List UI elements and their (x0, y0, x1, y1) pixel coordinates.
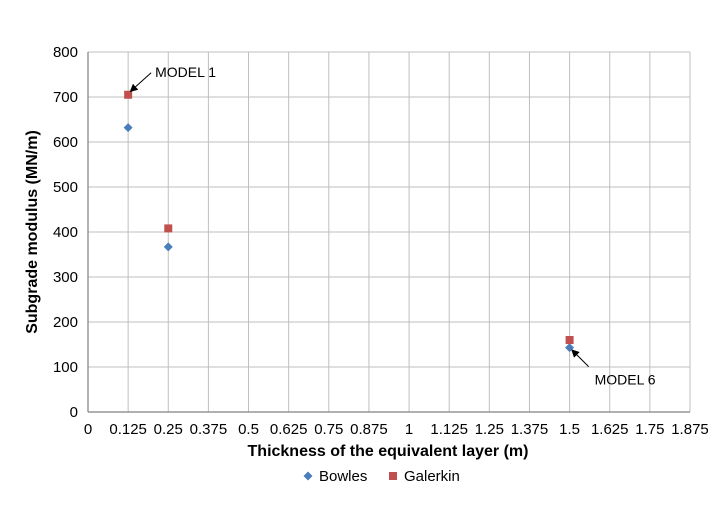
data-points (123, 90, 575, 353)
annotations: MODEL 1 MODEL 6 (129, 64, 656, 388)
bowles-point (163, 242, 173, 252)
x-tick-label: 0.75 (314, 421, 343, 438)
y-tick-label: 300 (53, 269, 78, 286)
x-tick-labels: 0 0.125 0.25 0.375 0.5 0.625 0.75 0.875 1 1.125 1.… (84, 421, 709, 438)
y-tick-label: 0 (70, 404, 78, 421)
y-tick-label: 100 (53, 359, 78, 376)
x-axis-title: Thickness of the equivalent layer (m) (248, 443, 529, 460)
x-tick-label: 0.25 (154, 421, 183, 438)
x-tick-label: 0.875 (350, 421, 388, 438)
y-tick-labels: 0 100 200 300 400 500 600 700 800 (53, 44, 78, 421)
galerkin-legend-label: Galerkin (404, 468, 460, 485)
x-tick-label: 0.375 (190, 421, 228, 438)
x-tick-label: 1 (405, 421, 413, 438)
legend: Bowles Galerkin (303, 468, 460, 485)
galerkin-point (124, 90, 133, 99)
x-tick-label: 1.875 (671, 421, 709, 438)
x-tick-label: 1.5 (559, 421, 580, 438)
y-tick-label: 400 (53, 224, 78, 241)
y-tick-label: 700 (53, 89, 78, 106)
galerkin-point (565, 336, 574, 344)
x-tick-label: 0.125 (109, 421, 147, 438)
y-tick-label: 500 (53, 179, 78, 196)
x-tick-label: 0 (84, 421, 92, 438)
bowles-legend-marker (303, 471, 313, 481)
x-tick-label: 1.75 (635, 421, 664, 438)
galerkin-legend-marker (389, 472, 397, 480)
y-tick-label: 600 (53, 134, 78, 151)
annotation-arrow (571, 349, 589, 368)
x-tick-label: 0.625 (270, 421, 308, 438)
axes (87, 52, 690, 413)
annotation-label: MODEL 6 (595, 372, 656, 388)
galerkin-point (164, 224, 173, 233)
grid-lines (87, 51, 691, 413)
x-tick-label: 1.125 (430, 421, 468, 438)
bowles-legend-label: Bowles (319, 468, 367, 485)
annotation-label: MODEL 1 (155, 64, 216, 80)
x-tick-label: 1.25 (475, 421, 504, 438)
y-tick-label: 800 (53, 44, 78, 61)
x-tick-label: 1.625 (591, 421, 629, 438)
bowles-point (123, 123, 133, 133)
y-tick-label: 200 (53, 314, 78, 331)
y-axis-title: Subgrade modulus (MN/m) (24, 130, 41, 334)
x-tick-label: 1.375 (511, 421, 549, 438)
x-tick-label: 0.5 (238, 421, 259, 438)
annotation-arrow (129, 72, 152, 93)
